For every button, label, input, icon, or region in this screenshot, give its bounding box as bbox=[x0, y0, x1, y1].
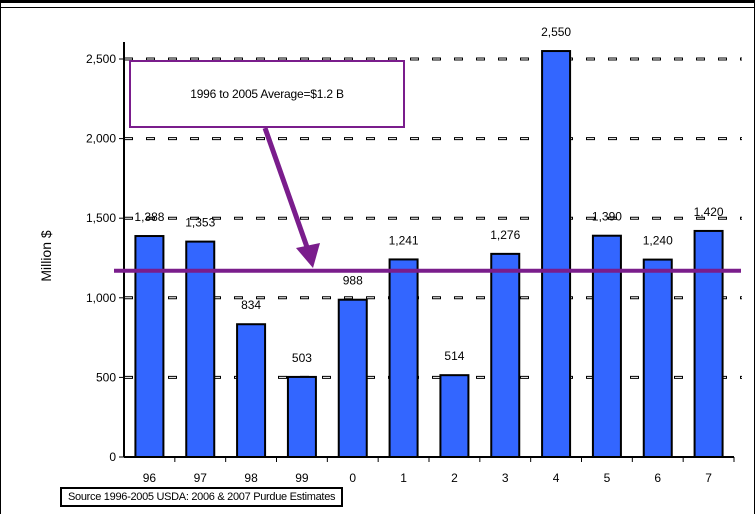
bar bbox=[134, 235, 165, 458]
data-label: 1,241 bbox=[389, 233, 419, 247]
data-label: 834 bbox=[241, 298, 261, 312]
y-tick-label: 2,500 bbox=[86, 52, 116, 66]
x-tick-label: 5 bbox=[604, 471, 611, 485]
gridlines bbox=[124, 57, 742, 379]
arrow-head bbox=[296, 243, 320, 268]
y-tick-label: 1,500 bbox=[86, 211, 116, 225]
bar bbox=[541, 50, 572, 458]
bar bbox=[693, 229, 724, 458]
y-tick-label: 1,000 bbox=[86, 291, 116, 305]
bar bbox=[286, 375, 317, 458]
x-tick-label: 0 bbox=[349, 471, 356, 485]
data-label: 1,390 bbox=[592, 210, 622, 224]
bar bbox=[236, 323, 267, 458]
x-ticks: 96 97 98 99 0 1 2 3 4 5 6 7 bbox=[143, 457, 735, 485]
y-ticks: 0 500 1,000 1,500 2,000 2,500 bbox=[86, 52, 124, 464]
top-rule-thin bbox=[0, 7, 755, 8]
data-label: 1,276 bbox=[490, 228, 520, 242]
data-labels: 1,388 1,353 834 503 988 1,241 514 1,276 2,550 1,3… bbox=[134, 25, 724, 365]
x-tick-label: 7 bbox=[705, 471, 712, 485]
data-label: 1,353 bbox=[185, 216, 215, 230]
x-tick-label: 4 bbox=[553, 471, 560, 485]
source-note: Source 1996-2005 USDA: 2006 & 2007 Purdu… bbox=[60, 487, 344, 507]
data-label: 2,550 bbox=[541, 25, 571, 39]
x-tick-label: 97 bbox=[194, 471, 208, 485]
x-tick-label: 6 bbox=[654, 471, 661, 485]
bar bbox=[185, 240, 216, 458]
data-label: 988 bbox=[343, 274, 363, 288]
y-tick-label: 500 bbox=[96, 370, 116, 384]
arrow-shaft bbox=[262, 127, 311, 251]
x-tick-label: 98 bbox=[244, 471, 258, 485]
x-tick-label: 1 bbox=[400, 471, 407, 485]
data-label: 1,240 bbox=[643, 234, 673, 248]
y-tick-label: 2,000 bbox=[86, 132, 116, 146]
bar bbox=[642, 258, 673, 459]
x-tick-label: 3 bbox=[502, 471, 509, 485]
y-tick-label: 0 bbox=[109, 450, 116, 464]
x-tick-label: 2 bbox=[451, 471, 458, 485]
data-label: 514 bbox=[444, 349, 464, 363]
bar bbox=[337, 298, 368, 458]
bar bbox=[490, 252, 521, 458]
bar bbox=[439, 374, 470, 458]
data-label: 1,420 bbox=[694, 205, 724, 219]
data-label: 1,388 bbox=[134, 210, 164, 224]
bar bbox=[388, 258, 419, 458]
x-tick-label: 96 bbox=[143, 471, 157, 485]
average-annotation: 1996 to 2005 Average=$1.2 B bbox=[129, 60, 405, 128]
x-tick-label: 99 bbox=[295, 471, 309, 485]
top-rule bbox=[0, 0, 755, 3]
y-axis-label: Million $ bbox=[38, 230, 54, 282]
data-label: 503 bbox=[292, 351, 312, 365]
average-arrow bbox=[262, 127, 320, 268]
